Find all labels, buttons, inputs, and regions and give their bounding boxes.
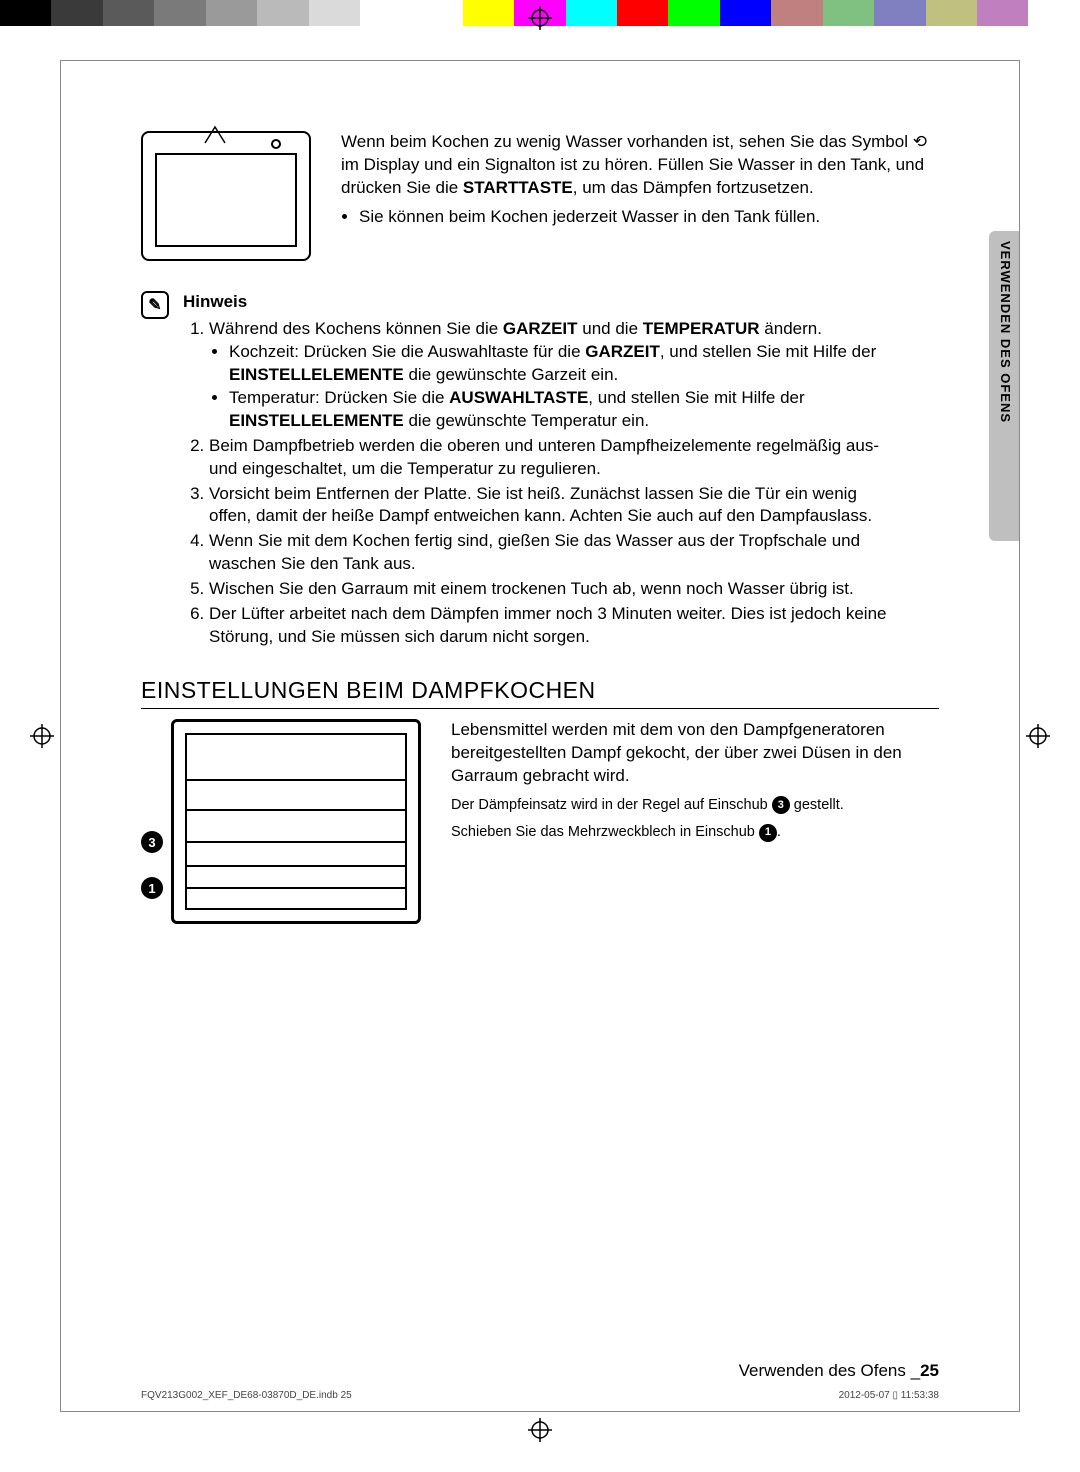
hinweis-item: Der Lüfter arbeitet nach dem Dämpfen imm…	[209, 603, 899, 649]
intro-text: Wenn beim Kochen zu wenig Wasser vorhand…	[341, 131, 939, 261]
page-frame: VERWENDEN DES OFENS Wenn beim Kochen zu …	[60, 60, 1020, 1412]
side-tab-label: VERWENDEN DES OFENS	[998, 241, 1013, 423]
registration-mark-top	[528, 6, 552, 30]
steam-text: Lebensmittel werden mit dem von den Damp…	[451, 719, 939, 924]
steam-block: 3 1 Lebensmittel werden mit dem von den …	[141, 719, 939, 924]
hinweis-item: Vorsicht beim Entfernen der Platte. Sie …	[209, 483, 899, 529]
water-drop-icon	[203, 125, 233, 145]
print-info-footer: FQV213G002_XEF_DE68-03870D_DE.indb 25 20…	[141, 1390, 939, 1401]
registration-mark-bottom	[528, 1418, 552, 1442]
page-footer: Verwenden des Ofens _25	[739, 1361, 939, 1381]
oven-cavity-figure: 3 1	[141, 719, 421, 924]
level-3-inline-icon: 3	[772, 796, 790, 814]
hinweis-item: Während des Kochens können Sie die GARZE…	[209, 318, 899, 433]
note-icon: ✎	[141, 291, 169, 319]
hinweis-block: ✎ Hinweis Während des Kochens können Sie…	[141, 291, 939, 651]
oven-figure	[141, 131, 311, 261]
level-3-badge: 3	[141, 831, 163, 853]
intro-bullet: Sie können beim Kochen jederzeit Wasser …	[359, 206, 939, 229]
registration-mark-right	[1026, 724, 1050, 748]
registration-mark-left	[30, 724, 54, 748]
hinweis-item: Wenn Sie mit dem Kochen fertig sind, gie…	[209, 530, 899, 576]
hinweis-subitem: Kochzeit: Drücken Sie die Auswahltaste f…	[229, 341, 899, 387]
hinweis-subitem: Temperatur: Drücken Sie die AUSWAHLTASTE…	[229, 387, 899, 433]
steam-symbol-icon: ⟲	[913, 132, 927, 151]
level-1-badge: 1	[141, 877, 163, 899]
hinweis-item: Beim Dampfbetrieb werden die oberen und …	[209, 435, 899, 481]
hinweis-item: Wischen Sie den Garraum mit einem trocke…	[209, 578, 899, 601]
hinweis-label: Hinweis	[183, 291, 247, 314]
section-title: EINSTELLUNGEN BEIM DAMPFKOCHEN	[141, 677, 939, 709]
intro-block: Wenn beim Kochen zu wenig Wasser vorhand…	[141, 131, 939, 261]
level-1-inline-icon: 1	[759, 824, 777, 842]
